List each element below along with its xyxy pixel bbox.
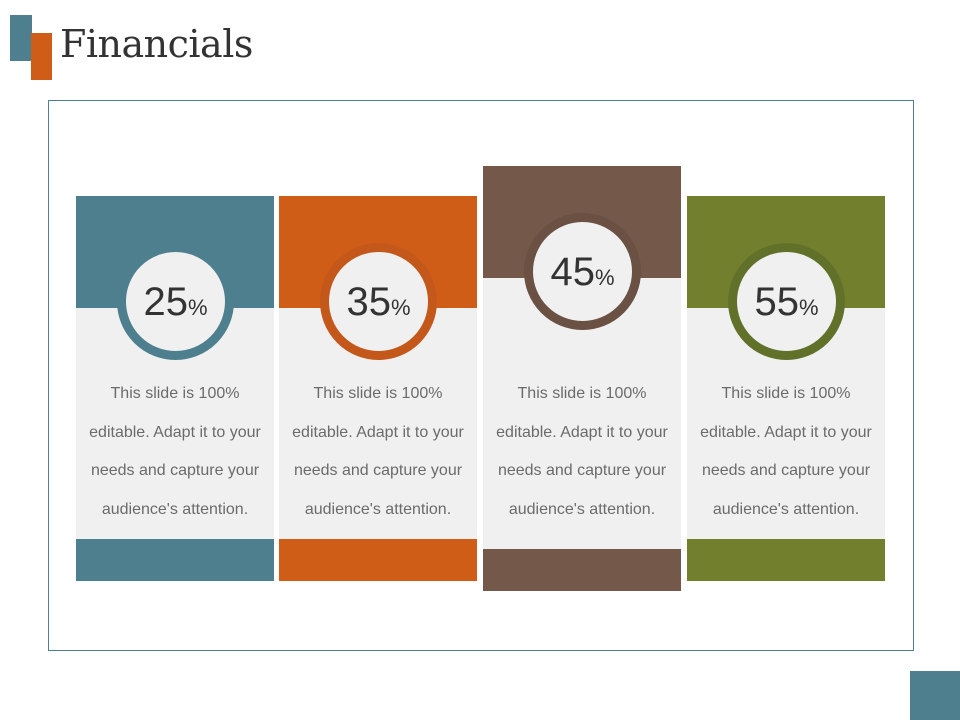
stat-card-4-value: 55% bbox=[754, 279, 819, 324]
stat-card-2: 35% This slide is 100% editable. Adapt i… bbox=[279, 196, 477, 581]
stat-card-1-value: 25% bbox=[143, 279, 208, 324]
slide-title: Financials bbox=[60, 22, 253, 66]
stat-card-2-value: 35% bbox=[346, 279, 411, 324]
stat-card-2-ring: 35% bbox=[320, 243, 437, 360]
stat-card-1-bottom-band bbox=[76, 539, 274, 581]
title-accent-teal-square bbox=[10, 15, 32, 61]
stat-card-1-description: This slide is 100% editable. Adapt it to… bbox=[89, 385, 261, 518]
corner-accent-teal-square bbox=[910, 671, 960, 720]
stat-card-1-unit: % bbox=[187, 294, 208, 320]
stat-card-4-unit: % bbox=[798, 294, 819, 320]
stat-card-3-description: This slide is 100% editable. Adapt it to… bbox=[496, 385, 668, 518]
stat-card-2-description: This slide is 100% editable. Adapt it to… bbox=[292, 385, 464, 518]
stat-card-3-bottom-band bbox=[483, 549, 681, 591]
stat-card-2-unit: % bbox=[390, 294, 411, 320]
stat-card-4-bottom-band bbox=[687, 539, 885, 581]
stat-card-3-value: 45% bbox=[550, 249, 615, 294]
stat-card-1-ring: 25% bbox=[117, 243, 234, 360]
stat-card-2-bottom-band bbox=[279, 539, 477, 581]
stat-card-1: 25% This slide is 100% editable. Adapt i… bbox=[76, 196, 274, 581]
stat-card-4-description: This slide is 100% editable. Adapt it to… bbox=[700, 385, 872, 518]
stat-card-4-ring: 55% bbox=[728, 243, 845, 360]
stat-card-3-unit: % bbox=[594, 264, 615, 290]
stat-card-4: 55% This slide is 100% editable. Adapt i… bbox=[687, 196, 885, 581]
stat-card-3-ring: 45% bbox=[524, 213, 641, 330]
stat-card-3: 45% This slide is 100% editable. Adapt i… bbox=[483, 166, 681, 591]
title-accent-orange-square bbox=[31, 33, 52, 80]
